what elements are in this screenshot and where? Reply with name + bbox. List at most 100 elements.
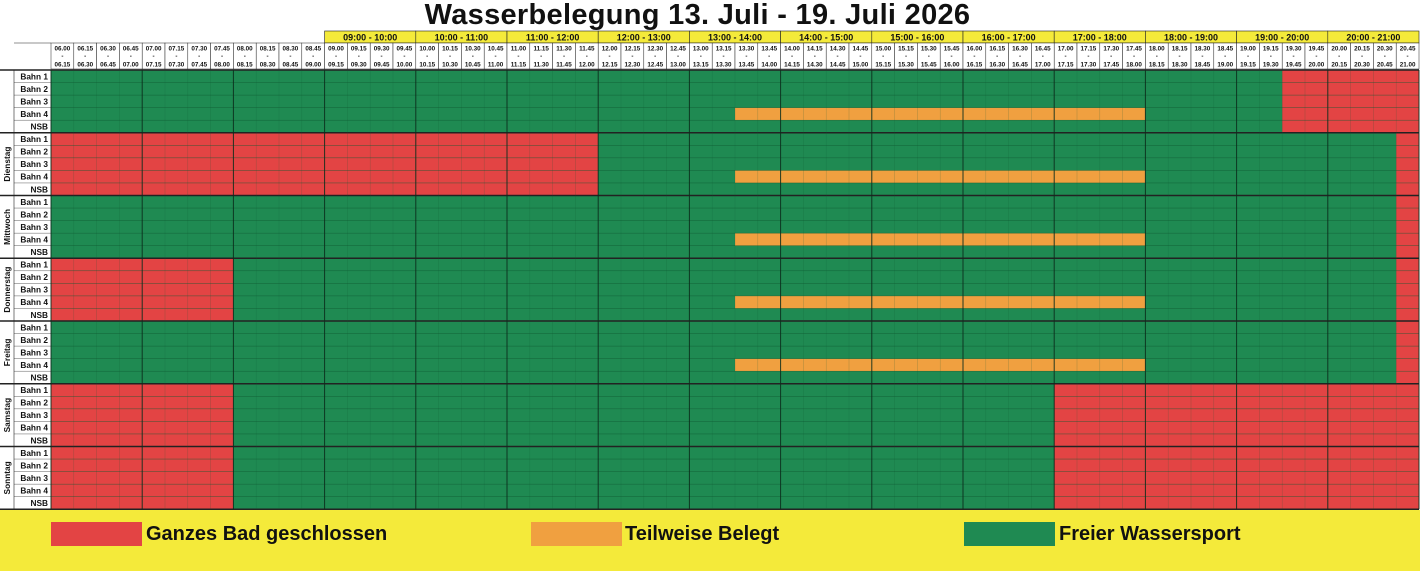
- slot-end-label: 17.15: [1058, 62, 1074, 69]
- slot-end-label: 15.00: [853, 62, 869, 69]
- slot-dash: -: [1110, 53, 1112, 60]
- slot-start-label: 15.30: [921, 46, 937, 53]
- slot-dash: -: [267, 53, 269, 60]
- slot-start-label: 08.00: [237, 46, 253, 53]
- slot-start-label: 13.30: [739, 46, 755, 53]
- slot-end-label: 11.45: [556, 62, 572, 69]
- legend-label-free: Freier Wassersport: [1059, 523, 1241, 545]
- slot-end-label: 07.45: [191, 62, 207, 69]
- slot-dash: -: [1179, 53, 1181, 60]
- slot-dash: -: [198, 53, 200, 60]
- slot-dash: -: [951, 53, 953, 60]
- slot-end-label: 14.45: [830, 62, 846, 69]
- slot-start-label: 08.45: [305, 46, 321, 53]
- slot-end-label: 19.15: [1240, 62, 1256, 69]
- slot-start-label: 12.00: [602, 46, 618, 53]
- day-label: Samstag: [2, 398, 12, 433]
- slot-start-label: 06.00: [55, 46, 71, 53]
- lane-label: Bahn 4: [20, 423, 48, 433]
- day-label: Sonntag: [2, 461, 12, 494]
- slot-dash: -: [631, 53, 633, 60]
- slot-start-label: 17.45: [1126, 46, 1142, 53]
- slot-dash: -: [381, 53, 383, 60]
- occupancy-block-closed: [1396, 321, 1419, 384]
- slot-dash: -: [586, 53, 588, 60]
- hour-header-label: 16:00 - 17:00: [982, 33, 1036, 43]
- slot-start-label: 13.15: [716, 46, 732, 53]
- hour-header-label: 10:00 - 11:00: [435, 33, 489, 43]
- slot-end-label: 15.15: [875, 62, 891, 69]
- slot-dash: -: [1224, 53, 1226, 60]
- slot-end-label: 21.00: [1400, 62, 1416, 69]
- slot-end-label: 06.15: [55, 62, 71, 69]
- slot-dash: -: [472, 53, 474, 60]
- slot-dash: -: [61, 53, 63, 60]
- slot-dash: -: [153, 53, 155, 60]
- slot-start-label: 11.30: [556, 46, 572, 53]
- lane-label: Bahn 1: [20, 71, 48, 81]
- slot-start-label: 09.45: [397, 46, 413, 53]
- lane-label: Bahn 3: [20, 222, 48, 232]
- slot-end-label: 08.15: [237, 62, 253, 69]
- legend-label-closed: Ganzes Bad geschlossen: [146, 523, 388, 545]
- lane-label: NSB: [30, 498, 48, 508]
- slot-dash: -: [677, 53, 679, 60]
- slot-start-label: 19.15: [1263, 46, 1279, 53]
- slot-end-label: 07.30: [169, 62, 185, 69]
- slot-dash: -: [449, 53, 451, 60]
- slot-dash: -: [928, 53, 930, 60]
- day-free-area: [51, 321, 1419, 384]
- slot-dash: -: [312, 53, 314, 60]
- slot-dash: -: [700, 53, 702, 60]
- slot-end-label: 08.45: [283, 62, 299, 69]
- slot-start-label: 07.30: [191, 46, 207, 53]
- slot-end-label: 19.45: [1286, 62, 1302, 69]
- slot-dash: -: [1361, 53, 1363, 60]
- day-free-area: [51, 195, 1419, 259]
- slot-start-label: 07.00: [146, 46, 162, 53]
- slot-end-label: 09.45: [374, 62, 390, 69]
- slot-start-label: 17.00: [1058, 46, 1074, 53]
- slot-end-label: 16.00: [944, 62, 960, 69]
- slot-start-label: 12.15: [625, 46, 641, 53]
- slot-header: [1395, 42, 1420, 70]
- lane-label: NSB: [30, 310, 48, 320]
- day-free-area: [51, 70, 1419, 133]
- slot-dash: -: [814, 53, 816, 60]
- slot-start-label: 18.45: [1217, 46, 1233, 53]
- lane-label: Bahn 1: [20, 385, 48, 395]
- slot-start-label: 06.45: [123, 46, 139, 53]
- slot-end-label: 16.45: [1012, 62, 1028, 69]
- slot-start-label: 07.15: [169, 46, 185, 53]
- slot-start-label: 10.30: [465, 46, 481, 53]
- slot-end-label: 18.30: [1172, 62, 1188, 69]
- slot-start-label: 13.45: [761, 46, 777, 53]
- slot-dash: -: [905, 53, 907, 60]
- legend-swatch-free: [964, 522, 1055, 546]
- slot-dash: -: [1019, 53, 1021, 60]
- lane-label: Bahn 4: [20, 234, 48, 244]
- page-title: Wasserbelegung 13. Juli - 19. Juli 2026: [424, 0, 971, 31]
- slot-end-label: 13.00: [670, 62, 686, 69]
- lane-label: Bahn 2: [20, 460, 48, 470]
- slot-dash: -: [1042, 53, 1044, 60]
- day-label: Dienstag: [2, 147, 12, 182]
- slot-start-label: 09.30: [374, 46, 390, 53]
- hour-header-label: 13:00 - 14:00: [708, 33, 762, 43]
- slot-end-label: 15.45: [921, 62, 937, 69]
- slot-dash: -: [175, 53, 177, 60]
- slot-end-label: 11.15: [511, 62, 527, 69]
- slot-start-label: 06.15: [77, 46, 93, 53]
- slot-end-label: 16.15: [967, 62, 983, 69]
- slot-dash: -: [107, 53, 109, 60]
- hour-header-label: 20:00 - 21:00: [1346, 33, 1400, 43]
- slot-end-label: 10.30: [442, 62, 458, 69]
- slot-start-label: 19.00: [1240, 46, 1256, 53]
- slot-dash: -: [221, 53, 223, 60]
- slot-end-label: 18.45: [1195, 62, 1211, 69]
- legend-swatch-partial: [531, 522, 622, 546]
- lane-label: NSB: [30, 184, 48, 194]
- day-label: Freitag: [2, 339, 12, 367]
- slot-start-label: 13.00: [693, 46, 709, 53]
- slot-start-label: 19.45: [1309, 46, 1325, 53]
